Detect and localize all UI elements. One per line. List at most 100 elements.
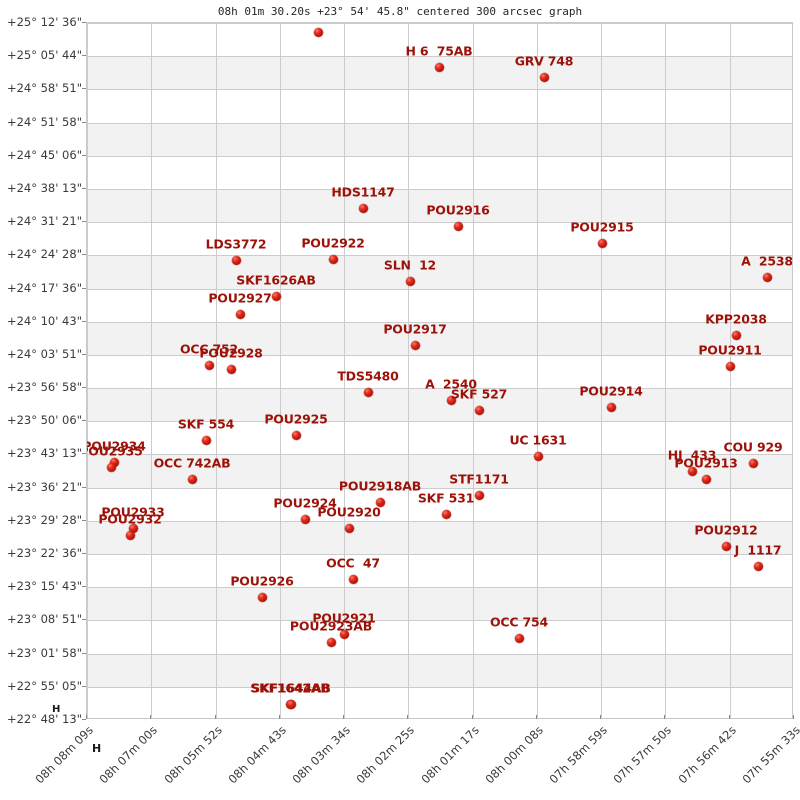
star-marker[interactable] [606,402,616,412]
y-tick-label: +23° 29' 28" [6,512,82,527]
star-marker[interactable] [291,430,301,440]
x-tick-label: 08h 02m 25s [353,723,418,787]
star-marker[interactable] [410,340,420,350]
y-tick-mark [82,685,86,687]
x-tick-mark [407,715,409,719]
y-tick-mark [82,154,86,156]
x-tick-mark [600,715,602,719]
y-tick-mark [82,55,86,57]
y-tick-label: +23° 36' 21" [6,479,82,494]
plot-area[interactable]: SLW 216 H 6 75AB GRV 748 HDS1147 POU2916 POU2… [86,22,793,719]
x-tick-label: 07h 58m 59s [546,723,611,787]
gridline-horizontal [87,653,792,655]
x-tick-label: 08h 07m 00s [96,723,161,787]
gridline-vertical [601,23,603,718]
star-marker[interactable] [474,490,484,500]
star-marker[interactable] [348,574,358,584]
y-tick-label: +22° 55' 05" [6,678,82,693]
star-marker[interactable] [597,238,607,248]
y-tick-mark [82,287,86,289]
star-marker[interactable] [235,309,245,319]
gridline-horizontal [87,686,792,688]
star-marker[interactable] [313,27,323,37]
star-label: GRV 748 [514,53,574,69]
star-marker[interactable] [187,474,197,484]
star-marker[interactable] [701,474,711,484]
star-marker[interactable] [753,561,763,571]
star-marker[interactable] [446,395,456,405]
gridline-vertical [279,23,281,718]
star-marker[interactable] [762,272,772,282]
star-marker[interactable] [109,457,119,467]
y-tick-label: +25° 05' 44" [6,48,82,63]
star-marker[interactable] [201,435,211,445]
star-marker[interactable] [441,509,451,519]
star-marker[interactable] [344,523,354,533]
star-label: SKF 531 [417,490,475,506]
star-label: POU2934 [86,438,146,454]
y-tick-label: +24° 58' 51" [6,81,82,96]
star-marker[interactable] [375,497,385,507]
star-label: A 2540 [425,376,477,392]
star-marker[interactable] [339,629,349,639]
star-marker[interactable] [328,254,338,264]
y-tick-label: +23° 01' 58" [6,645,82,660]
star-marker[interactable] [533,451,543,461]
star-label: OCC 752 [179,341,239,357]
star-marker[interactable] [434,62,444,72]
grid-band [87,587,792,621]
star-marker[interactable] [721,541,731,551]
star-marker[interactable] [286,699,296,709]
x-axis: 08h 08m 09s 08h 07m 00s 08h 05m 52s 08h 04m… [32,715,800,799]
star-label: POU2914 [579,383,643,399]
y-tick-mark [82,254,86,256]
star-marker[interactable] [300,514,310,524]
star-label: KPP2038 [705,311,767,327]
star-marker[interactable] [725,361,735,371]
star-label: POU2933 [101,504,165,520]
star-marker[interactable] [257,592,267,602]
y-tick-mark [82,519,86,521]
star-label: A 2538 [741,253,793,269]
star-label: STF1171 [449,471,509,487]
star-marker[interactable] [514,633,524,643]
star-marker[interactable] [358,203,368,213]
star-marker[interactable] [474,405,484,415]
x-tick-label: 07h 56m 42s [675,723,739,787]
star-marker[interactable] [125,530,135,540]
star-marker[interactable] [231,255,241,265]
star-marker[interactable] [271,291,281,301]
star-label: OCC 754 [489,614,549,630]
star-label: POU2912 [694,522,758,538]
y-tick-label: +25° 12' 36" [6,15,82,29]
star-marker[interactable] [405,276,415,286]
star-marker[interactable] [106,462,116,472]
star-marker[interactable] [226,364,236,374]
star-marker[interactable] [748,458,758,468]
page-title: 08h 01m 30.20s +23° 54' 45.8" centered 3… [217,5,583,18]
star-label: POU2928 [199,345,263,361]
star-marker[interactable] [326,637,336,647]
x-tick-label: 07h 55m 33s [739,723,800,787]
star-marker[interactable] [204,360,214,370]
y-tick-label: +24° 24' 28" [6,247,82,262]
gridline-vertical [215,23,217,718]
star-marker[interactable] [453,221,463,231]
star-marker[interactable] [687,466,697,476]
y-tick-label: +24° 03' 51" [6,346,82,361]
star-label: POU2913 [674,455,738,471]
x-tick-mark [150,715,152,719]
gridline-vertical [472,23,474,718]
grid-band [87,255,792,289]
star-label: SKF1644AB [251,680,331,696]
x-tick-mark [535,715,537,719]
x-tick-mark [214,715,216,719]
x-tick-mark [728,715,730,719]
y-tick-mark [82,387,86,389]
star-marker[interactable] [363,387,373,397]
star-marker[interactable] [539,72,549,82]
star-marker[interactable] [731,330,741,340]
star-label: POU2924 [273,495,337,511]
gridline-horizontal [87,587,792,589]
star-marker[interactable] [128,523,138,533]
